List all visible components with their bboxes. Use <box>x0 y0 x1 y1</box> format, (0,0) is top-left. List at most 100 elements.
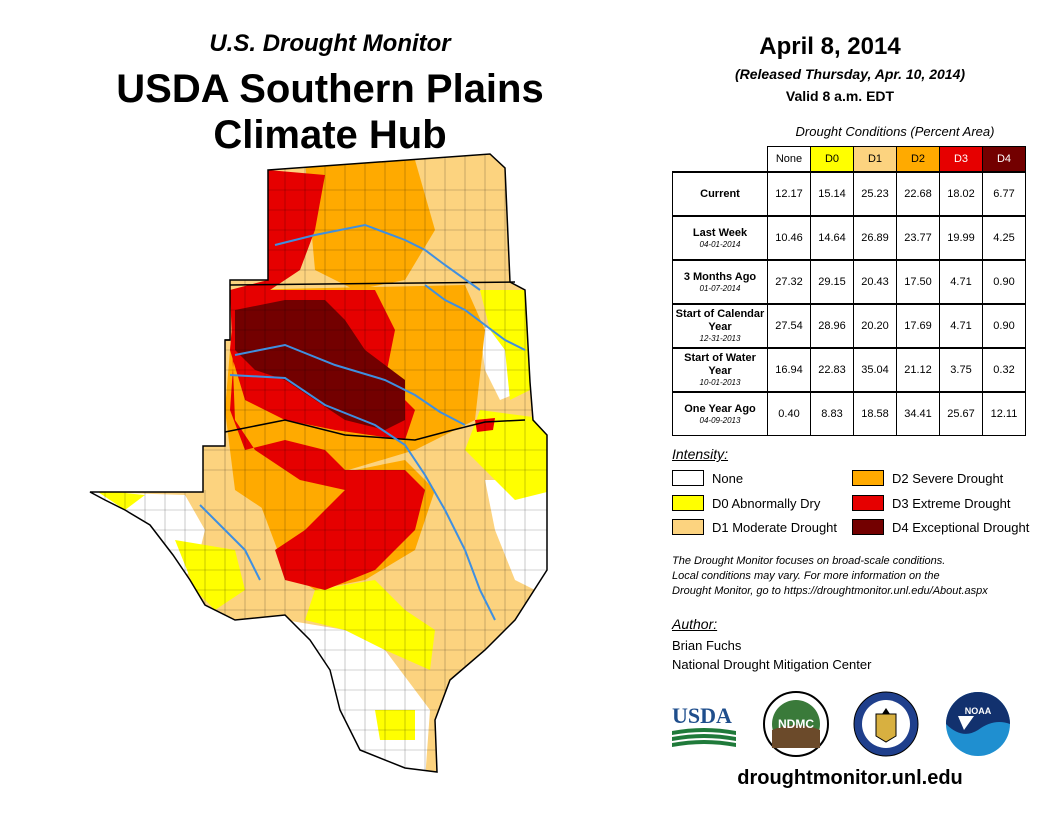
d0-region-big-bend <box>175 540 245 610</box>
row-date: 12-31-2013 <box>699 334 741 343</box>
table-cell: 4.71 <box>939 259 983 305</box>
usda-logo-text: USDA <box>672 703 732 728</box>
table-cell: 3.75 <box>939 347 983 393</box>
row-label: Current <box>672 171 768 217</box>
table-cell: 4.71 <box>939 303 983 349</box>
drought-map <box>89 153 548 773</box>
header-d1: D1 <box>853 146 897 173</box>
row-date: 01-07-2014 <box>699 283 741 293</box>
row-date: 04-09-2013 <box>699 415 741 425</box>
legend-swatch-d4 <box>852 519 884 535</box>
legend-label-d1: D1 Moderate Drought <box>712 519 838 535</box>
table-cell: 0.90 <box>982 303 1026 349</box>
d0-region-central-tx <box>305 580 435 670</box>
row-label-text: Current <box>700 187 740 200</box>
table-cell: 25.67 <box>939 391 983 436</box>
map-title: USDA Southern Plains Climate Hub <box>60 66 600 158</box>
table-cell: 25.23 <box>853 171 897 217</box>
legend-swatch-none <box>672 470 704 486</box>
legend-label-none: None <box>712 470 744 486</box>
legend-label-d4: D4 Exceptional Drought <box>892 519 1030 535</box>
table-cell: 26.89 <box>853 215 897 261</box>
commerce-seal-logo <box>853 691 919 757</box>
table-cell: 17.50 <box>896 259 940 305</box>
table-cell: 18.58 <box>853 391 897 436</box>
author-org: National Drought Mitigation Center <box>672 657 872 672</box>
table-row: Start of Water Year 10-01-2013 16.94 22.83 3… <box>672 347 1026 393</box>
header-blank <box>673 147 768 173</box>
table-cell: 10.46 <box>767 215 811 261</box>
table-cell: 34.41 <box>896 391 940 436</box>
table-cell: 20.43 <box>853 259 897 305</box>
legend-swatch-d1 <box>672 519 704 535</box>
row-label-text: One Year Ago <box>684 402 756 415</box>
author-name: Brian Fuchs <box>672 638 742 653</box>
map-date: April 8, 2014 <box>759 33 901 60</box>
table-row: Current 12.17 15.14 25.23 22.68 18.02 6.77 <box>672 171 1026 217</box>
legend-swatch-d3 <box>852 495 884 511</box>
legend-swatch-d0 <box>672 495 704 511</box>
website-link[interactable]: droughtmonitor.unl.edu <box>737 767 963 789</box>
table-row: One Year Ago 04-09-2013 0.40 8.83 18.58 34.41… <box>672 391 1026 436</box>
d0-region-ne-tx <box>465 410 547 500</box>
row-date: 04-01-2014 <box>699 239 741 249</box>
row-label-text: 3 Months Ago <box>683 270 757 283</box>
table-cell: 20.20 <box>853 303 897 349</box>
table-cell: 16.94 <box>767 347 811 393</box>
table-cell: 12.11 <box>982 391 1026 436</box>
table-cell: 0.90 <box>982 259 1026 305</box>
row-label: Last Week 04-01-2014 <box>672 215 768 261</box>
none-region-east-tx <box>485 480 547 600</box>
table-cell: 27.54 <box>767 303 811 349</box>
table-caption: Drought Conditions (Percent Area) <box>795 124 995 139</box>
table-cell: 19.99 <box>939 215 983 261</box>
map-subtitle: U.S. Drought Monitor <box>209 30 451 57</box>
legend-label-d0: D0 Abnormally Dry <box>712 495 821 511</box>
monitor-note: The Drought Monitor focuses on broad-sca… <box>672 554 1042 599</box>
drought-conditions-table: None D0 D1 D2 D3 D4 Current 12.17 15.14 25.… <box>672 146 1026 436</box>
legend-label-d2: D2 Severe Drought <box>892 470 1004 486</box>
table-row: Start of Calendar Year 12-31-2013 27.54 28.… <box>672 303 1026 349</box>
row-label-text: Last Week <box>692 226 748 239</box>
note-line-3: Drought Monitor, go to https://droughtmo… <box>672 585 988 597</box>
table-cell: 27.32 <box>767 259 811 305</box>
row-label: 3 Months Ago 01-07-2014 <box>672 259 768 305</box>
legend-item-d1: D1 Moderate Drought <box>672 519 837 535</box>
row-label-text: Start of Water Year <box>684 352 756 377</box>
row-label-text: Start of Calendar Year <box>675 308 765 333</box>
note-line-2: Local conditions may vary. For more info… <box>672 570 940 582</box>
table-body: Current 12.17 15.14 25.23 22.68 18.02 6.77 Last… <box>672 171 1026 436</box>
table-cell: 4.25 <box>982 215 1026 261</box>
table-cell: 14.64 <box>810 215 854 261</box>
table-cell: 22.83 <box>810 347 854 393</box>
header-d0: D0 <box>810 146 854 173</box>
table-row: 3 Months Ago 01-07-2014 27.32 29.15 20.43 17.… <box>672 259 1026 305</box>
table-cell: 29.15 <box>810 259 854 305</box>
table-cell: 21.12 <box>896 347 940 393</box>
usda-logo: USDA <box>672 703 736 747</box>
ndmc-logo: NDMC <box>763 691 829 757</box>
row-label: One Year Ago 04-09-2013 <box>672 391 768 436</box>
table-cell: 23.77 <box>896 215 940 261</box>
noaa-logo: NOAA <box>946 692 1010 756</box>
d0-region-south-tip <box>375 710 415 740</box>
note-line-1: The Drought Monitor focuses on broad-sca… <box>672 555 946 567</box>
d2-region-kansas <box>305 160 435 290</box>
d0-region-el-paso <box>95 490 145 510</box>
d3-region-main <box>230 170 425 590</box>
row-date: 10-01-2013 <box>699 378 741 387</box>
d0-region-east-ok <box>480 290 530 400</box>
header-d2: D2 <box>896 146 940 173</box>
legend-item-d2: D2 Severe Drought <box>852 470 1003 486</box>
header-d4: D4 <box>982 146 1026 173</box>
table-header-row: None D0 D1 D2 D3 D4 <box>673 146 1026 173</box>
legend-title: Intensity: <box>672 446 729 462</box>
legend-label-d3: D3 Extreme Drought <box>892 495 1011 511</box>
table-cell: 22.68 <box>896 171 940 217</box>
noaa-logo-text: NOAA <box>965 706 992 716</box>
header-d3: D3 <box>939 146 983 173</box>
table-cell: 17.69 <box>896 303 940 349</box>
state-borders <box>89 153 548 773</box>
legend-item-d4: D4 Exceptional Drought <box>852 519 1029 535</box>
row-label: Start of Water Year 10-01-2013 <box>672 347 768 393</box>
